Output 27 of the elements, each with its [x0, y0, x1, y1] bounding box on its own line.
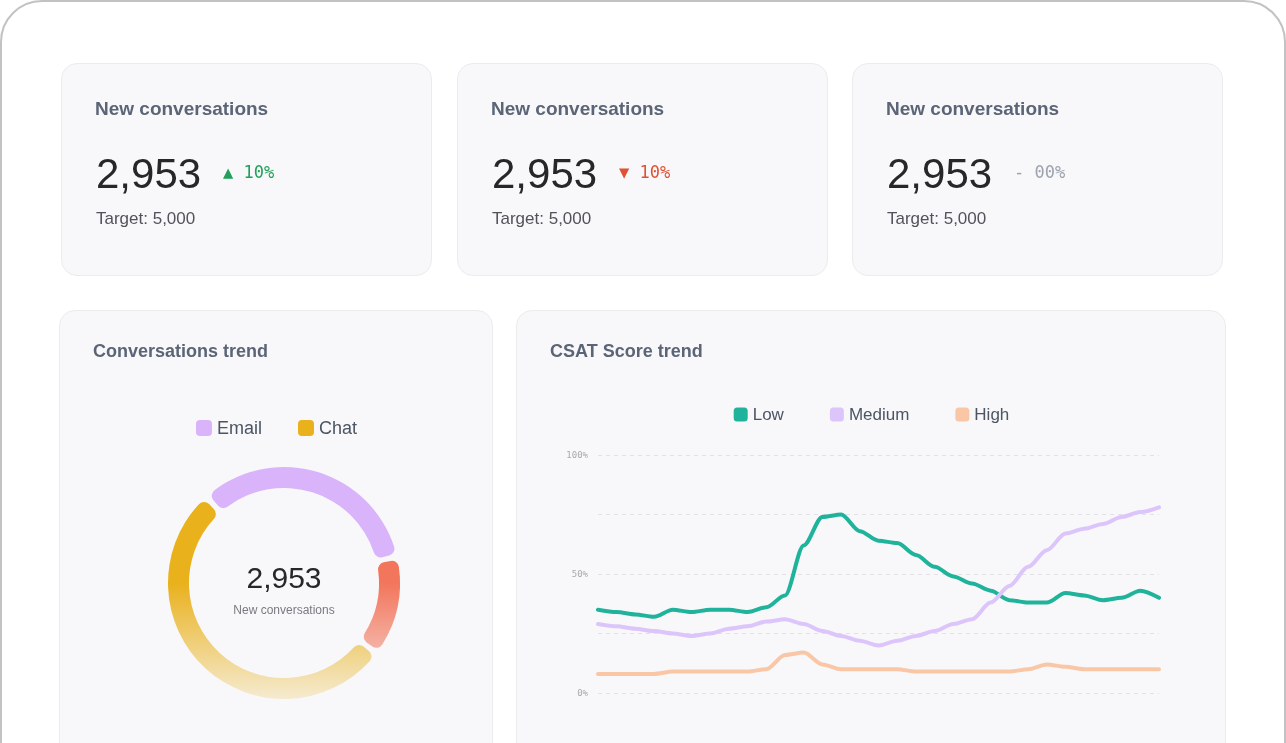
text: Target: 5,000 — [492, 209, 592, 229]
text: 2,953 — [492, 150, 598, 197]
text: New conversations — [232, 603, 336, 617]
text: - 00% — [1014, 162, 1066, 182]
text: New conversations — [95, 98, 269, 120]
chart-title: CSAT Score trend — [550, 341, 703, 362]
legend-label: Email — [216, 418, 262, 438]
chart-title: Conversations trend — [93, 341, 269, 362]
text: ▲ 10% — [223, 162, 275, 182]
line-series — [596, 512, 1161, 619]
legend-label: High — [974, 405, 1010, 424]
text: New conversations — [491, 98, 665, 120]
text: 2,953 — [887, 150, 993, 197]
line-series — [596, 650, 1161, 676]
text: 2,953 — [245, 561, 323, 595]
y-tick-label: 100% — [566, 450, 589, 460]
text: Target: 5,000 — [887, 209, 987, 229]
text: New conversations — [886, 98, 1060, 120]
line-series — [596, 505, 1161, 648]
text: 2,953 — [96, 150, 202, 197]
legend-label: Low — [752, 405, 785, 424]
y-tick-label: 0% — [577, 688, 589, 698]
y-tick-label: 50% — [571, 569, 589, 579]
legend-label: Chat — [318, 418, 358, 438]
text: Target: 5,000 — [96, 209, 196, 229]
legend-label: Medium — [848, 405, 910, 424]
text: ▼ 10% — [619, 162, 671, 182]
